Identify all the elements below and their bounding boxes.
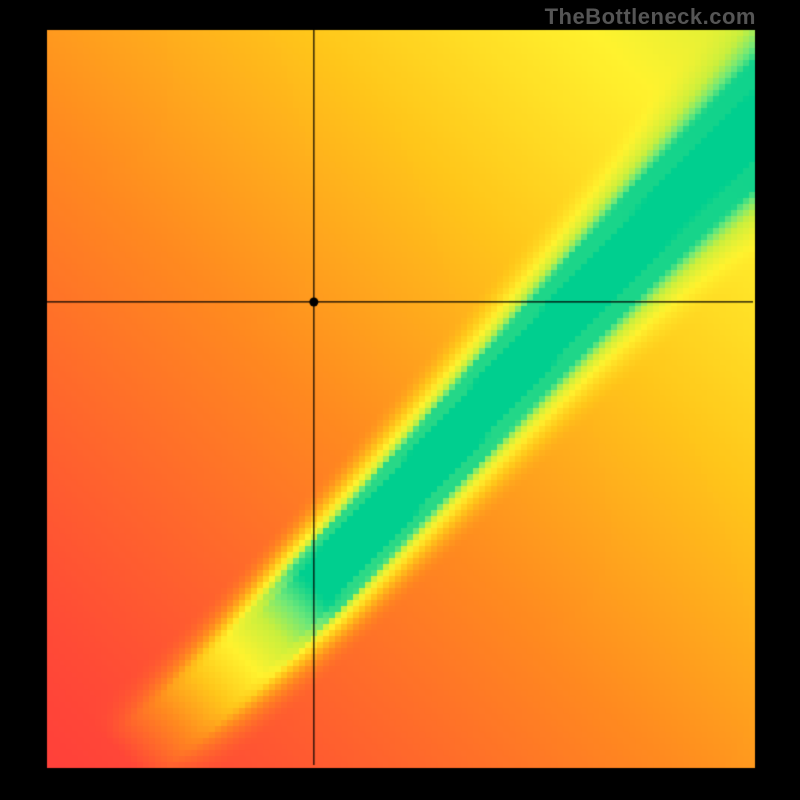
watermark-text: TheBottleneck.com bbox=[545, 4, 756, 30]
chart-frame: TheBottleneck.com bbox=[0, 0, 800, 800]
bottleneck-heatmap bbox=[0, 0, 800, 800]
